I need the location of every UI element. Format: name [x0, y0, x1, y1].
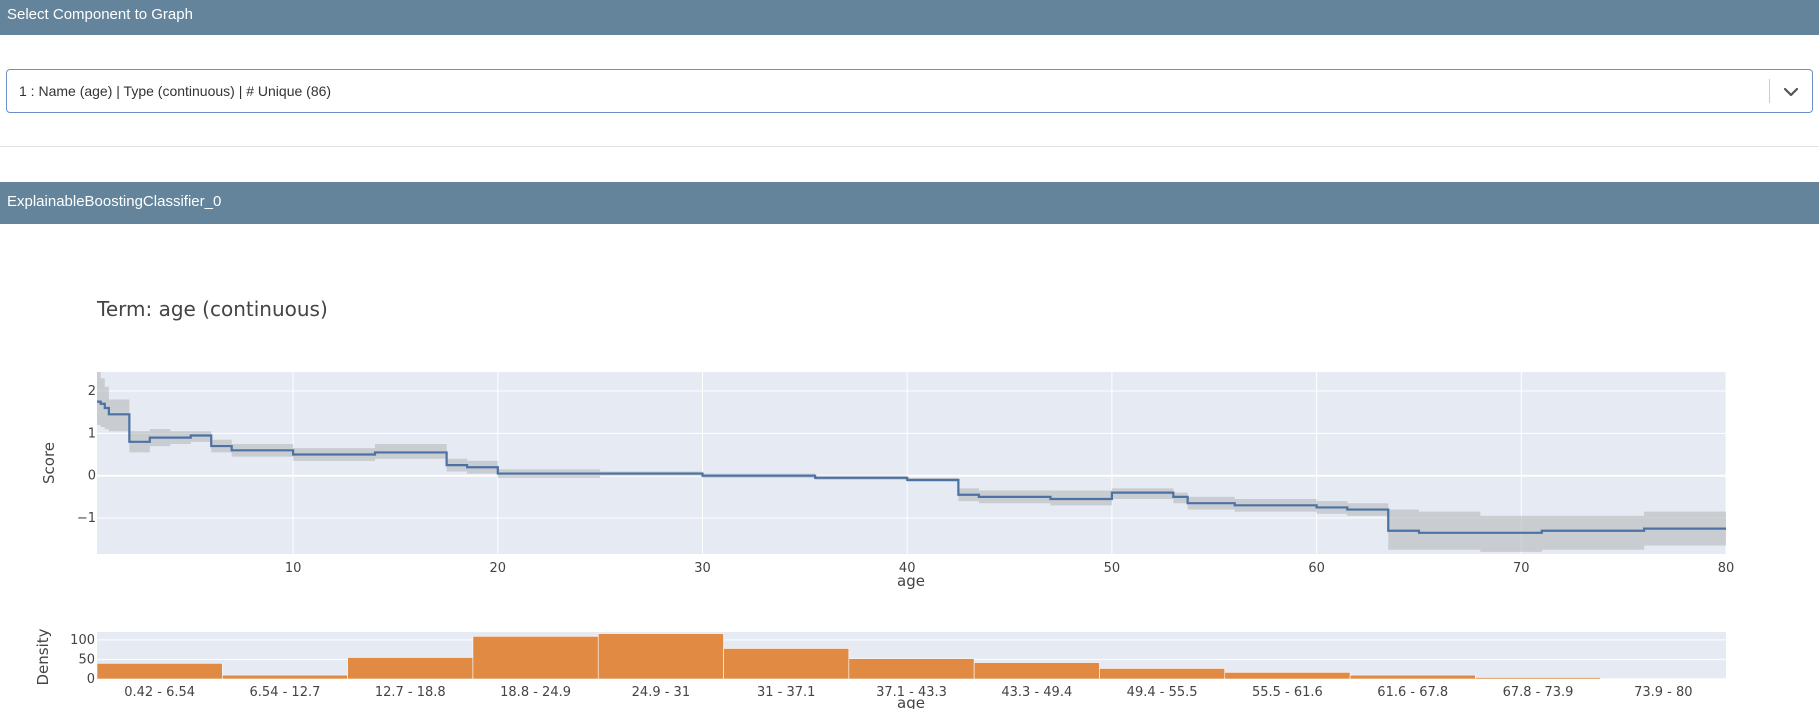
- density-x-tick-label: 55.5 - 61.6: [1252, 685, 1323, 700]
- score-y-tick-label: 0: [88, 469, 96, 484]
- density-bar: [1350, 675, 1475, 679]
- density-bar: [598, 634, 723, 679]
- density-bar: [97, 663, 222, 679]
- density-x-tick-label: 43.3 - 49.4: [1001, 685, 1072, 700]
- selector-panel: 1 : Name (age) | Type (continuous) | # U…: [0, 35, 1819, 147]
- density-x-tick-label: 61.6 - 67.8: [1377, 685, 1448, 700]
- selected-component-value: 1 : Name (age) | Type (continuous) | # U…: [19, 70, 331, 112]
- score-x-tick-label: 20: [490, 561, 507, 576]
- density-x-tick-label: 12.7 - 18.8: [375, 685, 446, 700]
- density-x-tick-label: 24.9 - 31: [632, 685, 690, 700]
- component-select-dropdown[interactable]: 1 : Name (age) | Type (continuous) | # U…: [6, 69, 1813, 113]
- density-y-tick-label: 50: [78, 652, 95, 667]
- score-x-tick-label: 50: [1104, 561, 1121, 576]
- select-component-header: Select Component to Graph: [0, 0, 1819, 35]
- density-bar: [473, 636, 598, 679]
- density-x-tick-label: 6.54 - 12.7: [250, 685, 321, 700]
- score-x-tick-label: 10: [285, 561, 302, 576]
- density-x-tick-label: 18.8 - 24.9: [500, 685, 571, 700]
- chevron-down-icon[interactable]: [1782, 83, 1800, 101]
- density-x-tick-label: 0.42 - 6.54: [124, 685, 195, 700]
- score-y-axis-title: Score: [40, 442, 58, 484]
- model-header: ExplainableBoostingClassifier_0: [0, 182, 1819, 224]
- density-bar: [974, 663, 1099, 679]
- density-x-tick-label: 67.8 - 73.9: [1503, 685, 1574, 700]
- density-bar: [222, 675, 347, 679]
- model-title: ExplainableBoostingClassifier_0: [7, 193, 221, 210]
- score-y-tick-label: 2: [88, 384, 96, 399]
- score-x-axis-title: age: [897, 572, 925, 590]
- score-y-tick-label: 1: [88, 426, 96, 441]
- density-bar: [724, 648, 849, 679]
- density-y-tick-label: 0: [87, 672, 95, 687]
- density-y-tick-label: 100: [70, 633, 95, 648]
- density-x-axis-title: age: [897, 694, 925, 709]
- score-x-tick-label: 30: [694, 561, 711, 576]
- header-title: Select Component to Graph: [7, 6, 193, 23]
- density-plot: 0.42 - 6.54 6.54 - 12.7 12.7 - 18.8 18.8 - …: [34, 628, 1726, 709]
- plot-title: Term: age (continuous): [96, 297, 328, 321]
- score-x-tick-label: 80: [1718, 561, 1735, 576]
- density-x-tick-label: 49.4 - 55.5: [1127, 685, 1198, 700]
- score-x-tick-label: 70: [1513, 561, 1530, 576]
- score-y-tick-label: −1: [77, 511, 96, 526]
- density-x-tick-label: 73.9 - 80: [1634, 685, 1692, 700]
- density-bar: [1225, 672, 1350, 679]
- density-bar: [849, 659, 974, 679]
- dropdown-separator: [1769, 79, 1770, 103]
- density-bar: [1099, 668, 1224, 679]
- density-bar: [1475, 677, 1600, 679]
- score-x-tick-label: 60: [1308, 561, 1325, 576]
- density-x-tick-label: 31 - 37.1: [757, 685, 815, 700]
- density-bar: [348, 657, 473, 679]
- density-y-axis-title: Density: [34, 628, 52, 685]
